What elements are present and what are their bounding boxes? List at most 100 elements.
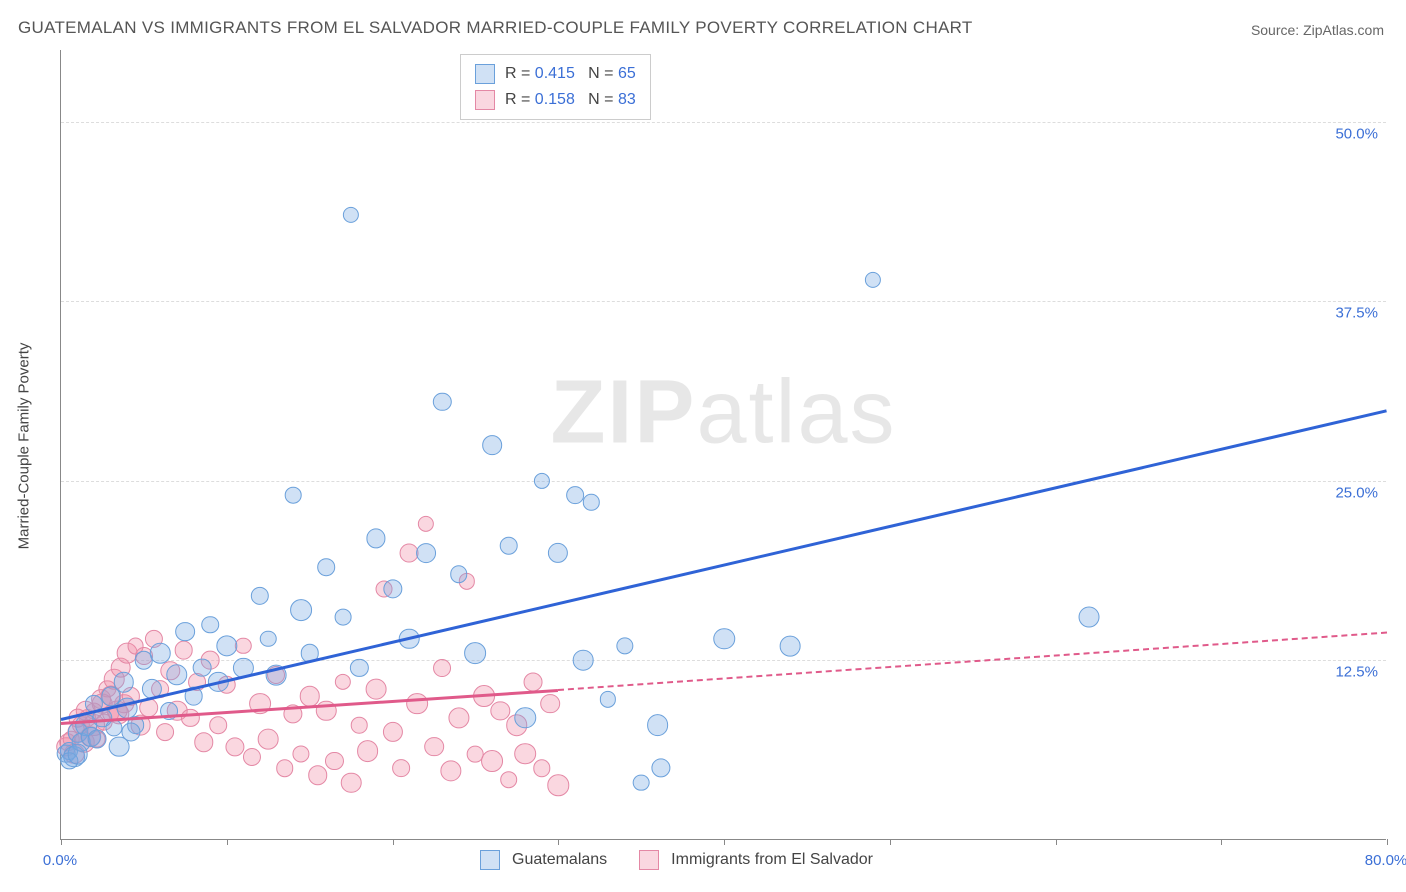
data-point [366,679,387,700]
legend-swatch [639,850,659,870]
data-point [350,658,368,676]
data-point [600,691,616,707]
source-label: Source: ZipAtlas.com [1251,22,1384,38]
legend-swatch [480,850,500,870]
xtick [1221,839,1222,845]
legend-row: R = 0.158 N = 83 [475,87,636,113]
legend-swatch [475,90,495,110]
data-point [440,760,461,781]
data-point [114,672,135,693]
data-point [647,714,669,736]
data-point [276,759,294,777]
xtick [61,839,62,845]
legend-row: R = 0.415 N = 65 [475,61,636,87]
gridline [61,301,1386,302]
data-point [566,486,584,504]
data-point [481,750,503,772]
data-point [258,729,279,750]
data-point [193,658,212,677]
data-point [780,636,801,657]
ytick-label: 25.0% [1335,484,1378,501]
data-point [225,737,244,756]
data-point [366,529,385,548]
gridline [61,481,1386,482]
data-point [583,494,599,510]
data-point [175,622,195,642]
data-point [88,730,107,749]
data-point [548,543,568,563]
data-point [216,635,237,656]
xtick [393,839,394,845]
data-point [290,599,312,621]
watermark-zip: ZIP [550,362,696,462]
data-point [573,650,594,671]
data-point [713,628,735,650]
data-point [260,631,277,648]
data-point [500,771,518,789]
xtick-label: 80.0% [1365,852,1406,869]
ytick-label: 37.5% [1335,305,1378,322]
plot-area: ZIPatlas 12.5% 25.0% 37.5% 50.0% [60,50,1386,840]
data-point [251,587,269,605]
data-point [156,723,174,741]
data-point [651,759,670,778]
trend-line [61,409,1388,721]
data-point [317,558,335,576]
legend-stats: R = 0.158 N = 83 [505,91,636,109]
y-axis-label: Married-Couple Family Poverty [16,343,33,550]
data-point [433,393,451,411]
data-point [341,772,362,793]
data-point [540,694,560,714]
xtick [227,839,228,845]
watermark-atlas: atlas [696,362,896,462]
data-point [482,435,502,455]
data-point [448,707,469,728]
legend-stats: R = 0.415 N = 65 [505,65,636,83]
data-point [416,543,436,563]
legend-swatch [475,64,495,84]
data-point [616,637,633,654]
data-point [499,536,518,555]
data-point [299,686,320,707]
data-point [285,487,302,504]
data-point [325,752,343,770]
data-point [105,719,122,736]
series-legend: GuatemalansImmigrants from El Salvador [480,850,893,870]
data-point [67,743,88,764]
correlation-legend: R = 0.415 N = 65 R = 0.158 N = 83 [460,54,651,120]
data-point [121,723,140,742]
data-point [450,565,468,583]
data-point [464,642,486,664]
data-point [351,717,368,734]
data-point [533,759,550,776]
data-point [491,701,510,720]
data-point [514,743,536,765]
data-point [392,759,410,777]
xtick [1056,839,1057,845]
data-point [514,707,535,728]
xtick [558,839,559,845]
legend-label: Immigrants from El Salvador [671,851,873,869]
data-point [235,638,251,654]
xtick [890,839,891,845]
data-point [335,674,351,690]
data-point [194,733,213,752]
data-point [1078,607,1099,628]
data-point [433,659,451,677]
data-point [181,709,199,727]
data-point [865,272,881,288]
xtick-label: 0.0% [43,852,77,869]
ytick-label: 12.5% [1335,664,1378,681]
data-point [417,516,433,532]
data-point [343,207,359,223]
data-point [243,748,261,766]
data-point [201,616,219,634]
data-point [334,609,351,626]
ytick-label: 50.0% [1335,125,1378,142]
data-point [166,664,187,685]
data-point [383,579,402,598]
data-point [424,737,444,757]
gridline [61,122,1386,123]
gridline [61,660,1386,661]
data-point [210,716,228,734]
